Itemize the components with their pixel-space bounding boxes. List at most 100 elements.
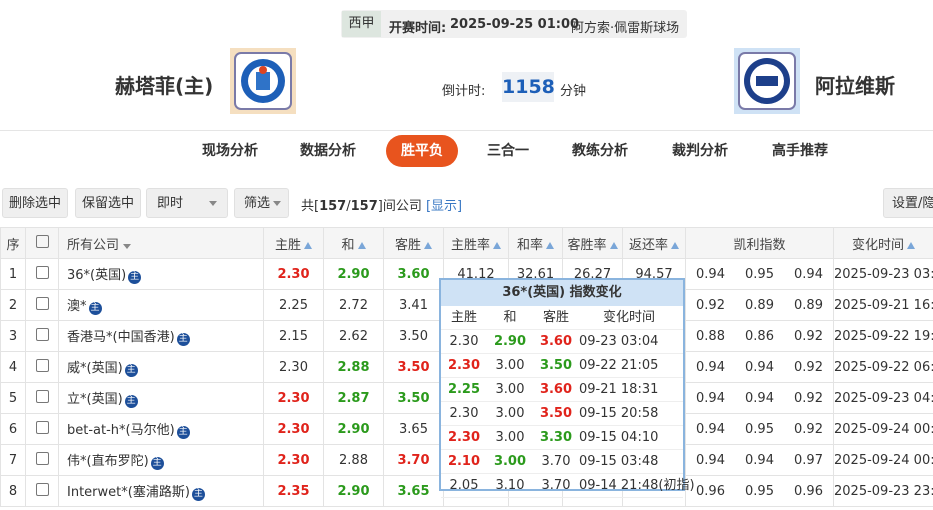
company[interactable]: 威*(英国): [67, 361, 123, 376]
change-time: 2025-09-22 19:33: [833, 320, 933, 352]
popup-time: 09-22 21:05: [579, 358, 659, 373]
tab[interactable]: 三合一: [487, 143, 529, 159]
tab[interactable]: 胜平负: [386, 135, 458, 167]
popup-time: 09-23 03:04: [579, 334, 659, 349]
venue: 阿方索·佩雷斯球场: [571, 21, 680, 36]
header-cell: 返还率: [622, 227, 686, 259]
popup-time: 09-21 18:31: [579, 382, 659, 397]
checkbox[interactable]: [35, 327, 49, 341]
checkbox-cell: [25, 351, 59, 383]
countdown: 1158: [502, 72, 555, 102]
keep-button[interactable]: 保留选中: [75, 188, 141, 218]
popup-row: 2.25 3.00 3.60 09-21 18:31: [441, 378, 683, 402]
kickoff-label: 开赛时间:: [389, 21, 447, 36]
change-time: 2025-09-21 16:57: [833, 289, 933, 321]
odds: 3.50: [383, 382, 444, 414]
checkbox[interactable]: [35, 234, 49, 248]
count-prefix: 共[: [301, 199, 320, 214]
checkbox[interactable]: [35, 420, 49, 434]
change-time: 2025-09-23 03:05: [833, 258, 933, 290]
header-cell: 变化时间: [833, 227, 933, 259]
popup-odds: 2.30: [449, 406, 479, 421]
change-time: 2025-09-23 23:24: [833, 475, 933, 507]
tab[interactable]: 高手推荐: [772, 143, 828, 159]
host-badge: 主: [88, 302, 102, 315]
tab[interactable]: 裁判分析: [672, 143, 728, 159]
popup-time: 09-15 03:48: [579, 454, 659, 469]
kelly: 0.88: [696, 328, 725, 344]
popup-row: 2.30 2.90 3.60 09-23 03:04: [441, 330, 683, 354]
header-cell: 和: [323, 227, 384, 259]
popup-odds: 3.60: [539, 382, 573, 397]
company[interactable]: 香港马*(中国香港): [67, 330, 175, 345]
mode: 即时: [157, 196, 184, 211]
kelly: 0.94: [696, 266, 725, 282]
checkbox[interactable]: [35, 358, 49, 372]
row-number: 6: [0, 413, 26, 445]
kelly-cell: 0.94 0.94 0.92: [685, 351, 834, 383]
tab[interactable]: 数据分析: [300, 143, 356, 159]
mode-select[interactable]: 即时: [146, 188, 228, 218]
odds: 2.30: [263, 444, 324, 476]
host-badge: 主: [176, 426, 190, 439]
company[interactable]: 立*(英国): [67, 392, 123, 407]
count-shown: 157: [319, 199, 347, 214]
popup-row: 2.05 3.10 3.70 09-14 21:48(初指): [441, 474, 695, 498]
header-cell: 和率: [508, 227, 563, 259]
filter: 筛选: [244, 196, 271, 211]
popup-odds: 2.10: [447, 454, 481, 469]
odds: 2.30: [263, 351, 324, 383]
kelly-cell: 0.94 0.94 0.97: [685, 444, 834, 476]
checkbox[interactable]: [35, 389, 49, 403]
popup-row: 2.30 3.00 3.50 09-15 20:58: [441, 402, 683, 426]
host-badge: 主: [150, 457, 164, 470]
tab[interactable]: 教练分析: [572, 143, 628, 159]
odds: 3.50: [383, 351, 444, 383]
tab[interactable]: 现场分析: [202, 143, 258, 159]
popup-time: 09-14 21:48(初指): [579, 478, 695, 493]
kelly: 0.92: [794, 421, 823, 437]
popup-odds: 2.90: [493, 334, 527, 349]
kelly: 0.94: [745, 390, 774, 406]
filter-select[interactable]: 筛选: [234, 188, 289, 218]
popup-odds: 3.70: [541, 478, 571, 493]
popup-time: 09-15 04:10: [579, 430, 659, 445]
checkbox[interactable]: [35, 296, 49, 310]
home-logo: [230, 48, 296, 114]
popup-odds: 3.10: [495, 478, 525, 493]
company[interactable]: 36*(英国): [67, 268, 127, 283]
kelly-cell: 0.96 0.95 0.96: [685, 475, 834, 507]
checkbox[interactable]: [35, 451, 49, 465]
popup-header-cell: 变化时间: [602, 310, 655, 325]
table-row: 8 Interwet*(塞浦路斯) 主 2.35 2.90 3.65 0.96 0.95 0.9…: [0, 475, 933, 507]
home-team[interactable]: 赫塔菲(主): [115, 74, 214, 98]
odds: 2.90: [323, 413, 384, 445]
checkbox[interactable]: [35, 265, 49, 279]
kelly: 0.95: [745, 266, 774, 282]
away-team[interactable]: 阿拉维斯: [815, 74, 895, 98]
checkbox-cell: [25, 413, 59, 445]
show-link[interactable]: [显示]: [425, 199, 463, 214]
kelly: 0.94: [696, 421, 725, 437]
checkbox[interactable]: [35, 482, 49, 496]
countdown-label: 倒计时:: [442, 84, 486, 99]
kelly: 0.94: [696, 359, 725, 375]
checkbox-cell: [25, 444, 59, 476]
row-number: 2: [0, 289, 26, 321]
odds: 3.60: [383, 258, 444, 290]
popup-odds: 3.00: [495, 358, 525, 373]
header-cell: 所有公司: [58, 227, 264, 259]
row-number: 5: [0, 382, 26, 414]
company[interactable]: Interwet*(塞浦路斯): [67, 485, 190, 500]
kelly: 0.94: [745, 452, 774, 468]
kelly: 0.94: [696, 390, 725, 406]
company[interactable]: bet-at-h*(马尔他): [67, 423, 175, 438]
league[interactable]: 西甲: [342, 11, 381, 37]
odds: 2.90: [323, 258, 384, 290]
settings-button[interactable]: 设置/隐: [883, 188, 933, 218]
kelly: 0.96: [696, 483, 725, 499]
delete-button[interactable]: 删除选中: [2, 188, 68, 218]
company[interactable]: 伟*(直布罗陀): [67, 454, 149, 469]
company[interactable]: 澳*: [67, 299, 87, 314]
host-badge: 主: [128, 271, 142, 284]
